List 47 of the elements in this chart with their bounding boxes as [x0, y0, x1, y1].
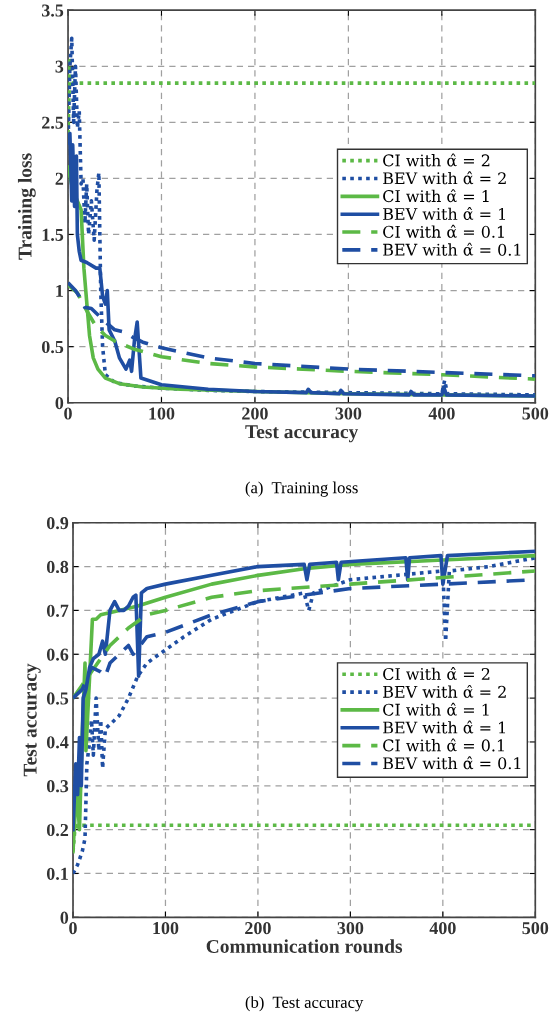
legend-label: BEV with α̂ = 1 — [383, 207, 506, 221]
y-tick-label: 2 — [55, 172, 64, 185]
y-tick-label: 0.2 — [46, 823, 69, 837]
y-tick-label: 0.4 — [46, 736, 69, 749]
y-tick-label: 0.5 — [41, 340, 64, 354]
x-tick-label: 400 — [429, 922, 456, 935]
y-tick-label: 0.6 — [46, 648, 69, 661]
y-tick-label: 0.1 — [46, 867, 68, 881]
x-tick-label: 200 — [245, 922, 271, 935]
legend-label: BEV with α̂ = 0.1 — [383, 756, 521, 770]
text: (b) Test accuracy — [245, 996, 364, 1012]
y-tick-label: 0.5 — [46, 692, 69, 705]
legend-label: BEV with α̂ = 1 — [383, 720, 506, 734]
x-tick-label: 500 — [522, 922, 549, 935]
x-tick-label: 500 — [522, 407, 549, 420]
x-tick-label: 100 — [153, 922, 179, 935]
x-axis-title: Test accuracy — [245, 425, 359, 443]
y-tick-label: 0 — [55, 396, 64, 410]
y-axis-title: Training loss — [17, 153, 36, 260]
legend-label: BEV with α̂ = 2 — [383, 684, 506, 698]
legend-label: CI with α̂ = 0.1 — [383, 224, 504, 238]
y-tick-label: 1 — [56, 284, 63, 297]
x-tick-label: 200 — [242, 407, 268, 420]
x-tick-label: 400 — [428, 407, 455, 420]
y-axis-title: Test accuracy — [23, 663, 41, 777]
x-tick-label: 100 — [149, 407, 175, 420]
y-tick-label: 0 — [60, 911, 69, 924]
x-axis-title: Communication rounds — [206, 939, 403, 953]
legend-label: CI with α̂ = 0.1 — [383, 738, 504, 752]
legend-label: CI with α̂ = 1 — [383, 702, 489, 716]
legend-label: BEV with α̂ = 0.1 — [383, 242, 521, 256]
y-tick-label: 0.9 — [46, 517, 69, 530]
legend-label: CI with α̂ = 1 — [383, 189, 489, 203]
legend-label: CI with α̂ = 2 — [383, 667, 490, 681]
y-tick-label: 1.5 — [42, 228, 64, 242]
text: (a) Training loss — [245, 481, 358, 497]
x-tick-label: 300 — [335, 407, 362, 420]
x-tick-label: 300 — [337, 922, 364, 935]
x-tick-label: 0 — [69, 922, 77, 935]
y-tick-label: 0.7 — [46, 604, 69, 617]
y-tick-label: 3.5 — [41, 4, 64, 17]
y-tick-label: 2.5 — [42, 116, 64, 129]
y-tick-label: 0.3 — [46, 780, 69, 793]
y-tick-label: 3 — [55, 60, 64, 73]
legend-label: CI with α̂ = 2 — [383, 153, 490, 167]
legend-label: BEV with α̂ = 2 — [383, 171, 506, 185]
y-tick-label: 0.8 — [46, 560, 69, 574]
